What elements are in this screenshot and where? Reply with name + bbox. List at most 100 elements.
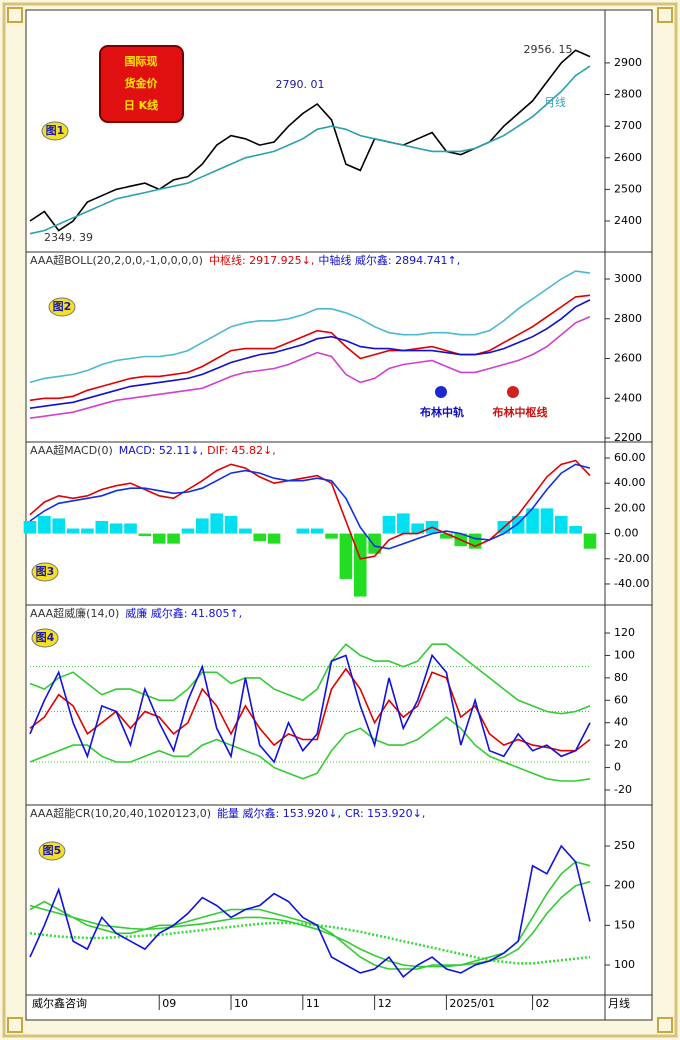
y-tick-label: 60.00: [614, 451, 646, 464]
legend-entry: 中枢线: 2917.925↓,: [209, 253, 314, 267]
y-tick-label: 150: [614, 918, 635, 931]
x-tick-label: 11: [306, 997, 320, 1010]
tag-label: 图1: [46, 124, 65, 137]
histogram-bar: [224, 515, 238, 534]
y-tick-label: 20: [614, 738, 628, 751]
x-tick-label: 12: [378, 997, 392, 1010]
y-tick-label: 2200: [614, 431, 642, 444]
y-tick-label: 2800: [614, 88, 642, 101]
y-tick-label: -20.00: [614, 552, 649, 565]
legend-entry: DIF: 45.82↓,: [207, 444, 276, 457]
histogram-bar: [167, 533, 180, 544]
annotation: 月线: [544, 95, 566, 109]
series-line: [29, 653, 591, 764]
y-tick-label: 200: [614, 879, 635, 892]
y-tick-label: 2600: [614, 352, 642, 365]
histogram-bar: [210, 513, 223, 534]
series-line: [29, 294, 591, 402]
legend-entry: 威廉 威尔鑫: 41.805↑,: [125, 606, 242, 620]
legend-entry: CR: 153.920↓,: [345, 807, 425, 820]
y-tick-label: 0.00: [614, 527, 639, 540]
histogram-bar: [109, 523, 123, 534]
annotation: 2790. 01: [276, 78, 325, 91]
x-tick-label: 02: [536, 997, 550, 1010]
y-tick-label: -40.00: [614, 577, 649, 590]
series-line: [29, 463, 591, 550]
histogram-bar: [339, 533, 353, 579]
histogram-bar: [411, 523, 424, 534]
histogram-bar: [526, 508, 539, 534]
histogram-bar: [325, 533, 338, 539]
histogram-bar: [353, 533, 367, 597]
panel-title: AAA超BOLL(20,2,0,0,-1,0,0,0,0): [30, 253, 203, 267]
series-line: [29, 880, 591, 968]
histogram-bar: [583, 533, 597, 549]
series-line: [29, 65, 591, 235]
badge: [99, 45, 184, 123]
series-line: [29, 316, 591, 419]
y-tick-label: 120: [614, 626, 635, 639]
y-tick-label: 2900: [614, 56, 642, 69]
annotation: 2349. 39: [44, 231, 93, 244]
histogram-bar: [397, 513, 410, 534]
series-line: [29, 459, 591, 560]
histogram-bar: [196, 518, 209, 534]
tag-badge: [31, 562, 59, 582]
histogram-bar: [253, 533, 267, 542]
histogram-bar: [239, 528, 252, 534]
annotation: 2956. 15: [524, 43, 573, 56]
series-line: [29, 49, 591, 232]
badge-text: 日 K线: [124, 98, 158, 112]
panel-title: AAA超MACD(0): [30, 443, 113, 457]
histogram-bar: [23, 520, 37, 534]
panel-title: AAA超威廉(14,0): [30, 606, 119, 620]
x-tick-label: 10: [234, 997, 248, 1010]
histogram-bar: [181, 528, 195, 534]
histogram-bar: [540, 508, 554, 534]
series-line: [29, 716, 591, 782]
y-tick-label: 2700: [614, 119, 642, 132]
tag-label: 图5: [43, 844, 62, 857]
legend-entry: MACD: 52.11↓,: [119, 444, 203, 457]
histogram-bar: [296, 528, 310, 534]
y-tick-label: 100: [614, 648, 635, 661]
histogram-bar: [52, 518, 66, 534]
series-line: [29, 667, 591, 752]
y-tick-label: 2400: [614, 391, 642, 404]
series-line: [29, 643, 591, 715]
y-tick-label: 80: [614, 671, 628, 684]
y-tick-label: 2500: [614, 182, 642, 195]
y-tick-label: 100: [614, 958, 635, 971]
x-tick-label: 09: [162, 997, 176, 1010]
y-tick-label: 40.00: [614, 476, 646, 489]
corner-ornaments: [7, 7, 673, 1033]
tag-label: 图4: [36, 631, 55, 644]
histogram-bar: [368, 533, 381, 554]
legend-entry: 中轴线 威尔鑫: 2894.741↑,: [318, 253, 460, 267]
tag-badge: [31, 628, 59, 648]
histogram-bar: [569, 526, 582, 534]
tag-label: 图3: [36, 565, 55, 578]
tag-badge: [48, 297, 76, 317]
tag-badge: [38, 841, 66, 861]
histogram-bar: [95, 520, 109, 534]
tag-badge: [41, 121, 69, 141]
histogram-bar: [124, 523, 137, 534]
annotation: 布林中枢线: [493, 405, 548, 419]
histogram-bar: [382, 515, 396, 534]
y-tick-label: 60: [614, 693, 628, 706]
panel-title: AAA超能CR(10,20,40,1020123,0): [30, 806, 211, 820]
series-line: [29, 844, 591, 979]
y-tick-label: 3000: [614, 272, 642, 285]
series-line: [29, 299, 591, 409]
y-tick-label: 20.00: [614, 501, 646, 514]
histogram-bar: [152, 533, 166, 544]
brand: 威尔鑫咨询: [32, 996, 87, 1010]
y-tick-label: 40: [614, 716, 628, 729]
histogram-bar: [440, 533, 453, 539]
tag-label: 图2: [53, 300, 72, 313]
histogram-bar: [267, 533, 281, 544]
histogram-bar: [138, 533, 152, 537]
marker-ball: [507, 386, 519, 398]
